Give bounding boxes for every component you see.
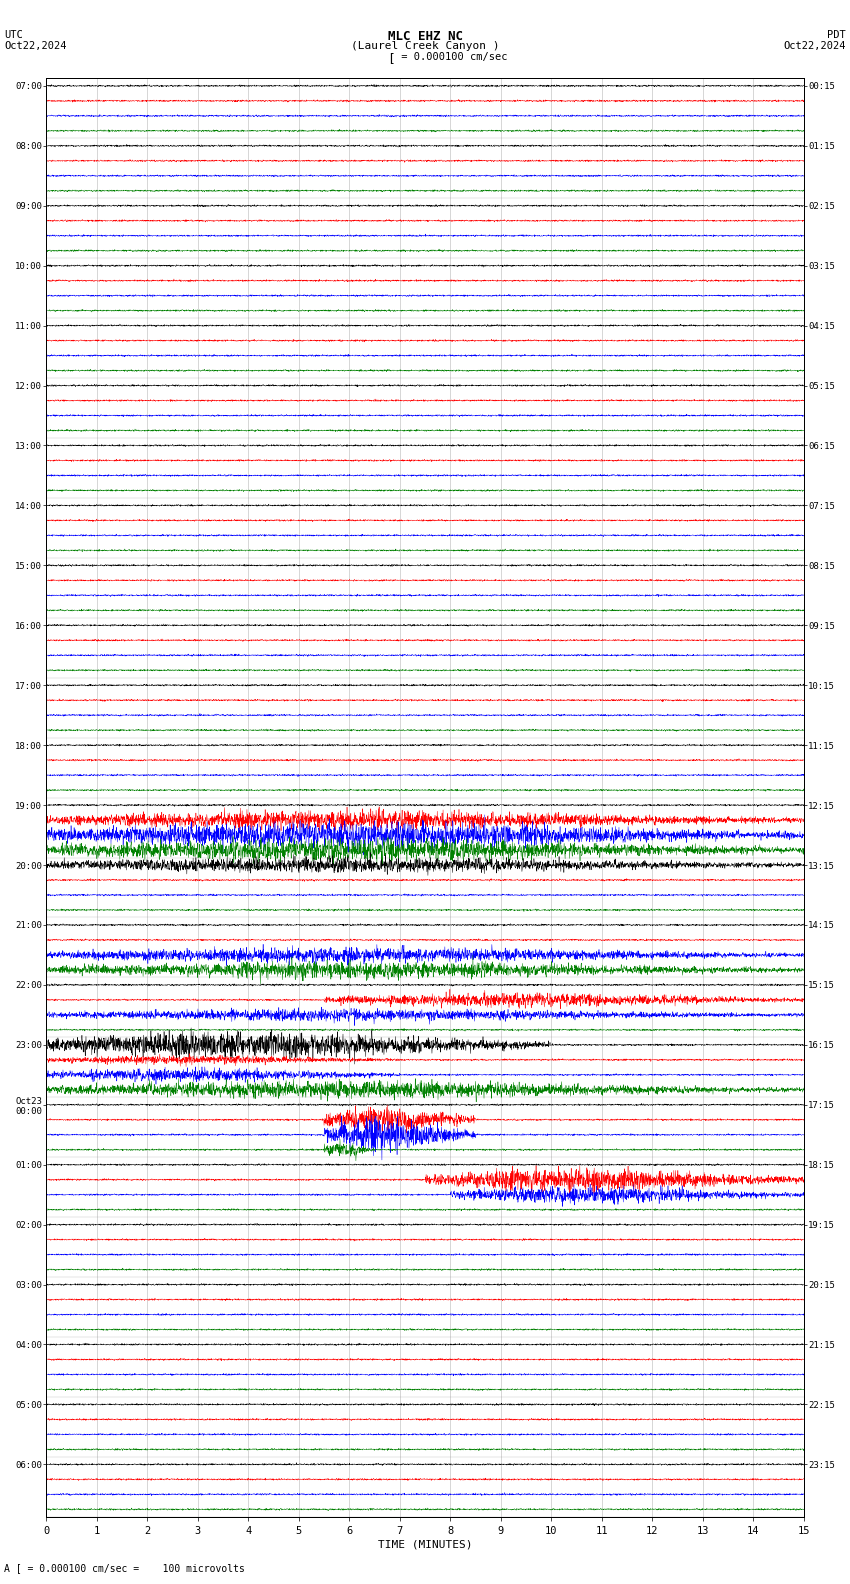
Text: Oct22,2024: Oct22,2024: [4, 41, 67, 51]
Text: (Laurel Creek Canyon ): (Laurel Creek Canyon ): [351, 41, 499, 51]
Text: PDT: PDT: [827, 30, 846, 40]
Text: UTC: UTC: [4, 30, 23, 40]
Text: Oct22,2024: Oct22,2024: [783, 41, 846, 51]
X-axis label: TIME (MINUTES): TIME (MINUTES): [377, 1540, 473, 1551]
Text: = 0.000100 cm/sec: = 0.000100 cm/sec: [395, 52, 507, 62]
Text: MLC EHZ NC: MLC EHZ NC: [388, 30, 462, 43]
Text: [: [: [387, 52, 394, 65]
Text: A [ = 0.000100 cm/sec =    100 microvolts: A [ = 0.000100 cm/sec = 100 microvolts: [4, 1563, 245, 1573]
